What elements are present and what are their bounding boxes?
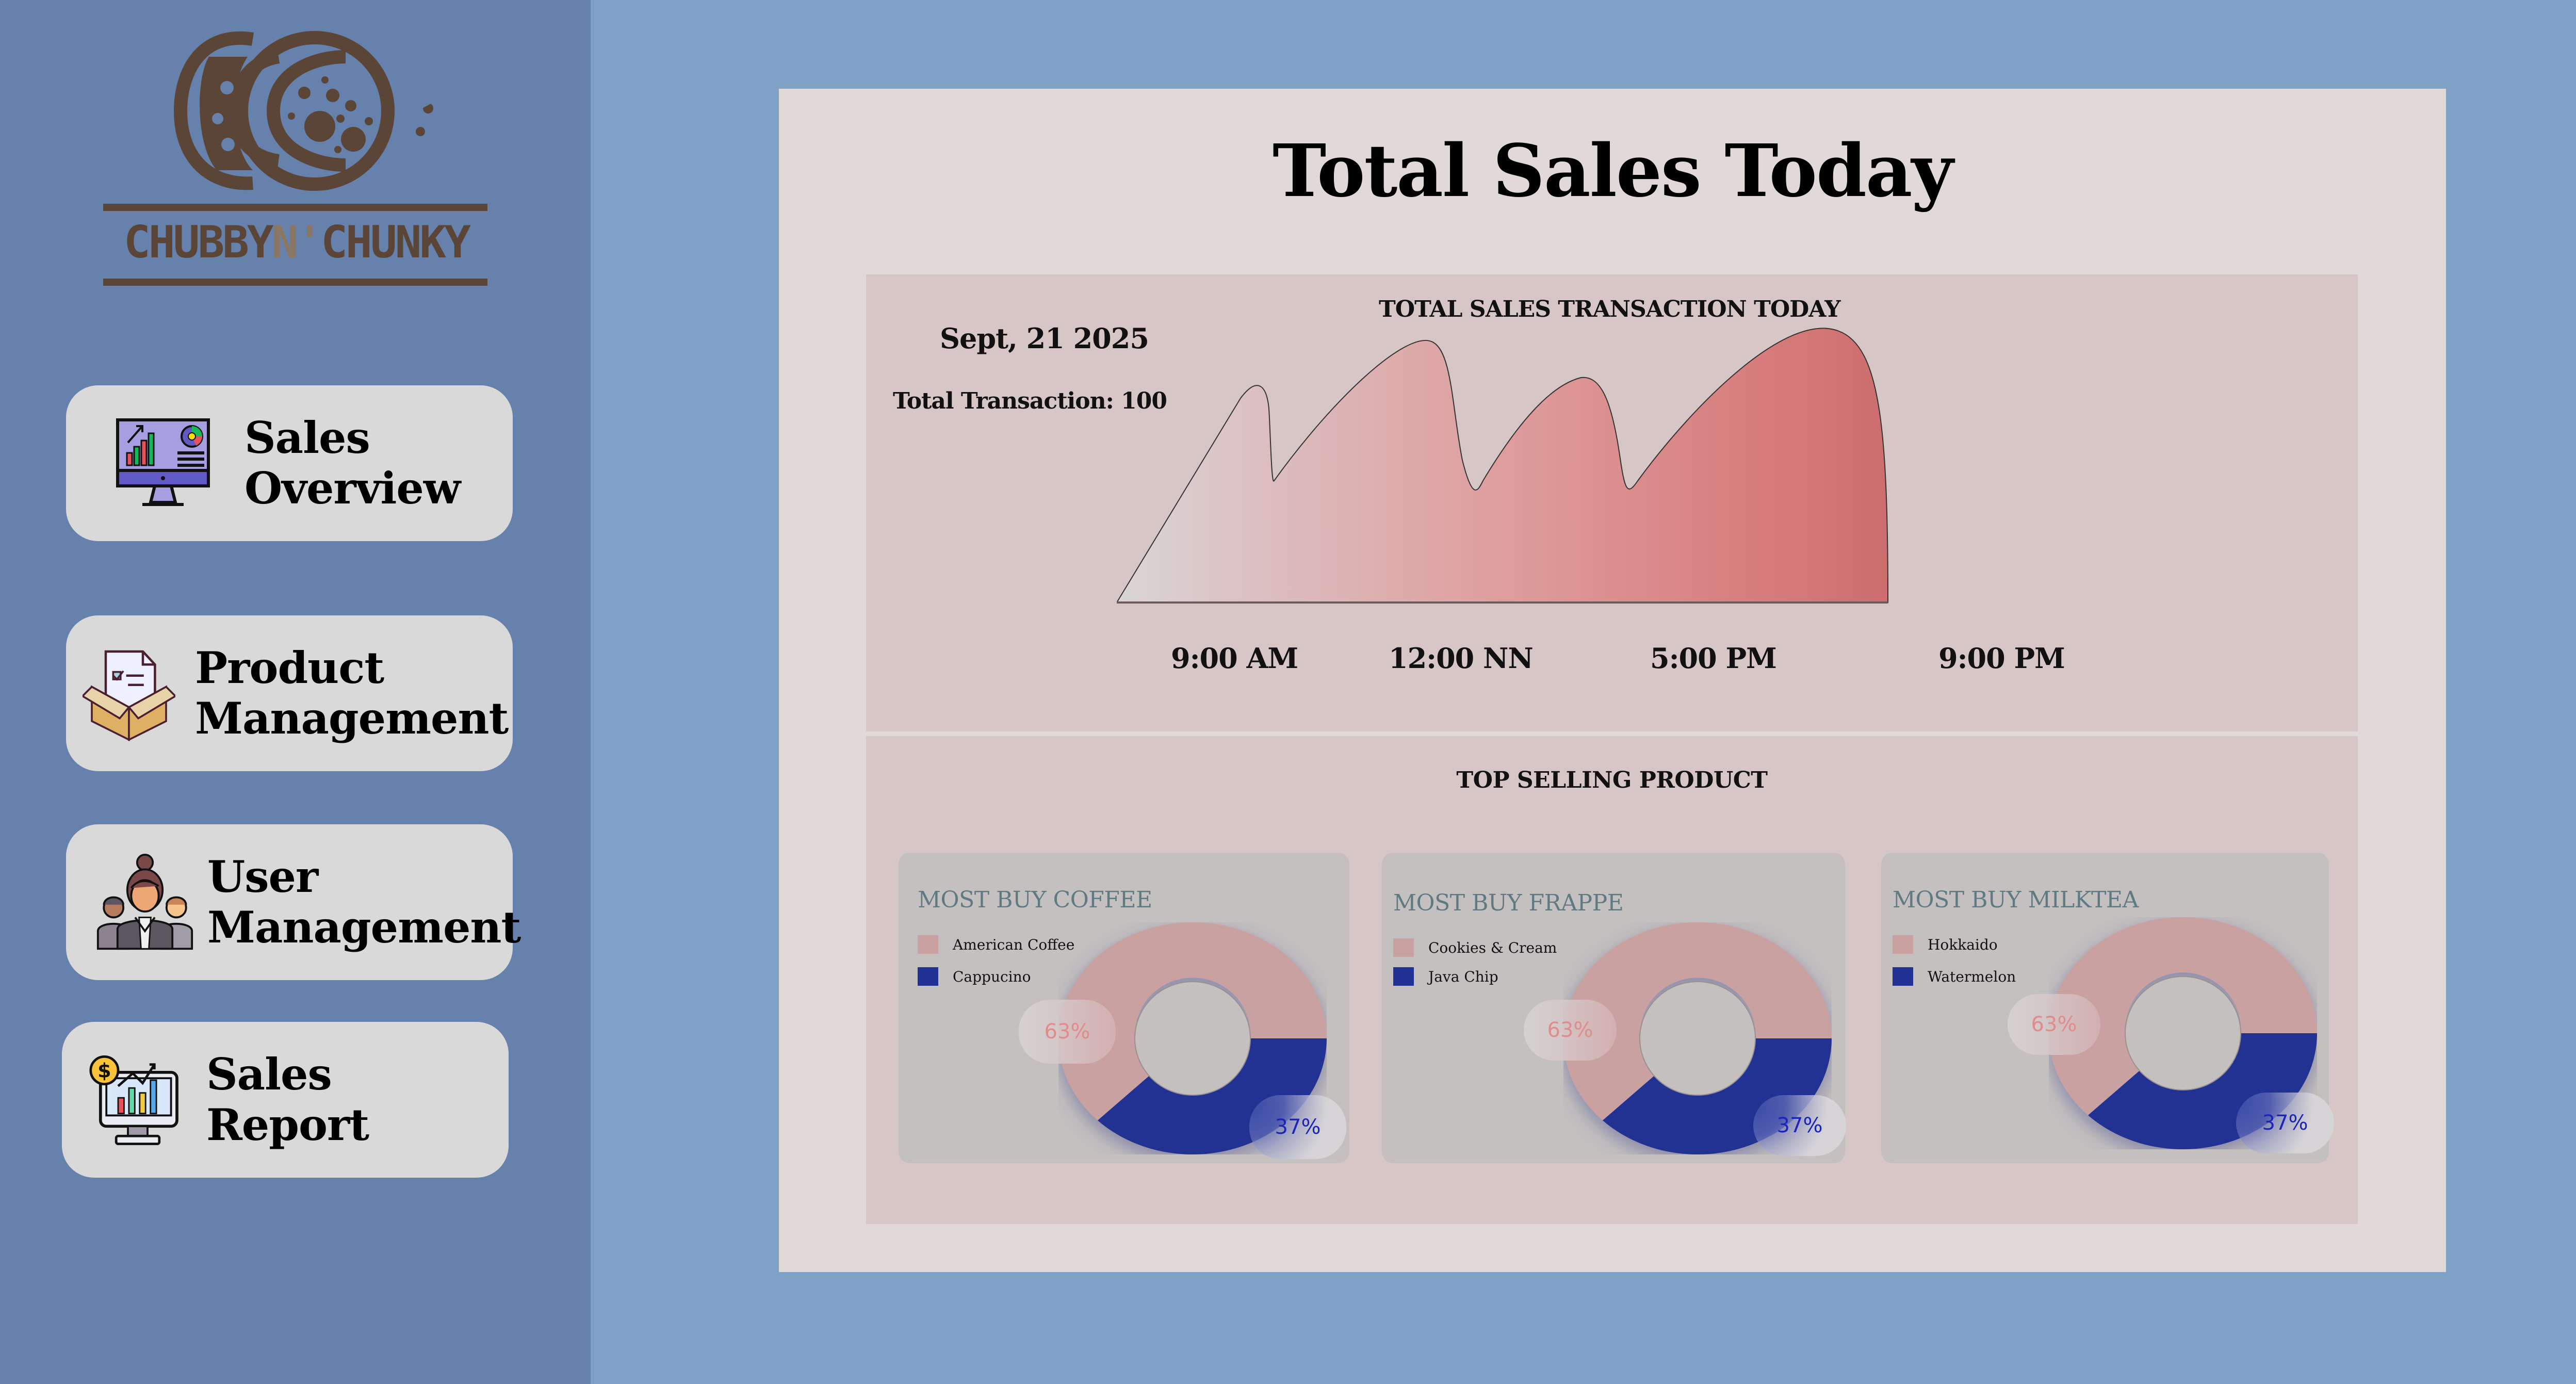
logo-bottom-rule <box>103 279 487 286</box>
brand-logo: CHUBBYN'CHUNKY <box>98 26 500 294</box>
monitor-chart-icon <box>116 418 210 506</box>
legend-swatch-pink <box>1393 938 1414 957</box>
donut-card-milktea: MOST BUY MILKTEA Hokkaido Watermelon 63%… <box>1881 853 2334 1163</box>
legend-label: American Coffee <box>953 936 1075 953</box>
sidebar-item-label: Product Management <box>195 642 509 744</box>
sidebar: CHUBBYN'CHUNKY Sales Overvi <box>0 0 591 1384</box>
sales-transaction-section: TOTAL SALES TRANSACTION TODAY Sept, 21 2… <box>866 274 2358 731</box>
legend-swatch-pink <box>918 935 938 954</box>
donut-card-frappe: MOST BUY FRAPPE Cookies & Cream Java Chi… <box>1382 853 1846 1163</box>
legend-label: Cappucino <box>953 968 1031 985</box>
legend-swatch-blue <box>1393 967 1414 986</box>
donut-card-coffee: MOST BUY COFFEE American Coffee Cappucin… <box>899 853 1349 1163</box>
legend-swatch-blue <box>918 967 938 986</box>
x-tick-label: 5:00 PM <box>1650 642 1777 675</box>
main-panel: Total Sales Today TOTAL SALES TRANSACTIO… <box>779 89 2446 1272</box>
legend-swatch-pink <box>1893 935 1913 954</box>
date-label: Sept, 21 2025 <box>940 322 1149 355</box>
sidebar-item-label: User Management <box>207 851 521 953</box>
sales-area-chart <box>1117 328 1889 604</box>
legend-label: Java Chip <box>1428 968 1498 985</box>
legend-item: American Coffee <box>918 935 1074 954</box>
percent-label-blue: 37% <box>2236 1093 2334 1153</box>
card-title: MOST BUY FRAPPE <box>1393 890 1624 916</box>
sidebar-item-sales-overview[interactable]: Sales Overview <box>66 385 513 541</box>
legend-item: Hokkaido <box>1893 935 1998 954</box>
legend-item: Cappucino <box>918 967 1031 986</box>
total-transaction-label: Total Transaction: 100 <box>893 388 1167 414</box>
users-group-icon <box>96 853 193 950</box>
legend-label: Watermelon <box>1928 968 2016 985</box>
percent-label-blue: 37% <box>1249 1095 1346 1159</box>
percent-label-pink: 63% <box>2008 994 2100 1055</box>
legend-label: Hokkaido <box>1928 936 1998 953</box>
percent-label-pink: 63% <box>1524 1000 1617 1061</box>
legend-item: Cookies & Cream <box>1393 938 1557 957</box>
percent-label-pink: 63% <box>1019 1000 1116 1064</box>
top-selling-section: TOP SELLING PRODUCT MOST BUY COFFEE Amer… <box>866 736 2358 1224</box>
legend-item: Watermelon <box>1893 967 2016 986</box>
chart-title: TOTAL SALES TRANSACTION TODAY <box>1379 296 1841 322</box>
card-title: MOST BUY MILKTEA <box>1893 887 2139 913</box>
logo-wordmark: CHUBBYN'CHUNKY <box>124 217 471 268</box>
legend-label: Cookies & Cream <box>1428 939 1557 956</box>
legend-swatch-blue <box>1893 967 1913 986</box>
x-tick-label: 9:00 PM <box>1938 642 2065 675</box>
top-selling-title: TOP SELLING PRODUCT <box>1456 767 1768 793</box>
sales-report-monitor-icon: $ <box>89 1055 178 1145</box>
x-tick-label: 12:00 NN <box>1389 642 1534 675</box>
logo-top-rule <box>103 204 487 211</box>
sidebar-item-label: Sales Report <box>206 1049 369 1150</box>
sidebar-item-label: Sales Overview <box>244 412 461 514</box>
card-title: MOST BUY COFFEE <box>918 887 1152 913</box>
sidebar-item-product-management[interactable]: Product Management <box>66 615 513 771</box>
sidebar-item-sales-report[interactable]: $ Sales Report <box>62 1022 509 1178</box>
cookie-icon <box>173 31 459 191</box>
area-series <box>1117 328 1889 603</box>
svg-text:$: $ <box>97 1059 111 1082</box>
percent-label-blue: 37% <box>1753 1095 1846 1156</box>
page-title: Total Sales Today <box>1273 129 1953 214</box>
x-tick-label: 9:00 AM <box>1171 642 1298 675</box>
box-document-icon <box>83 650 175 741</box>
sidebar-item-user-management[interactable]: User Management <box>66 824 521 980</box>
legend-item: Java Chip <box>1393 967 1498 986</box>
